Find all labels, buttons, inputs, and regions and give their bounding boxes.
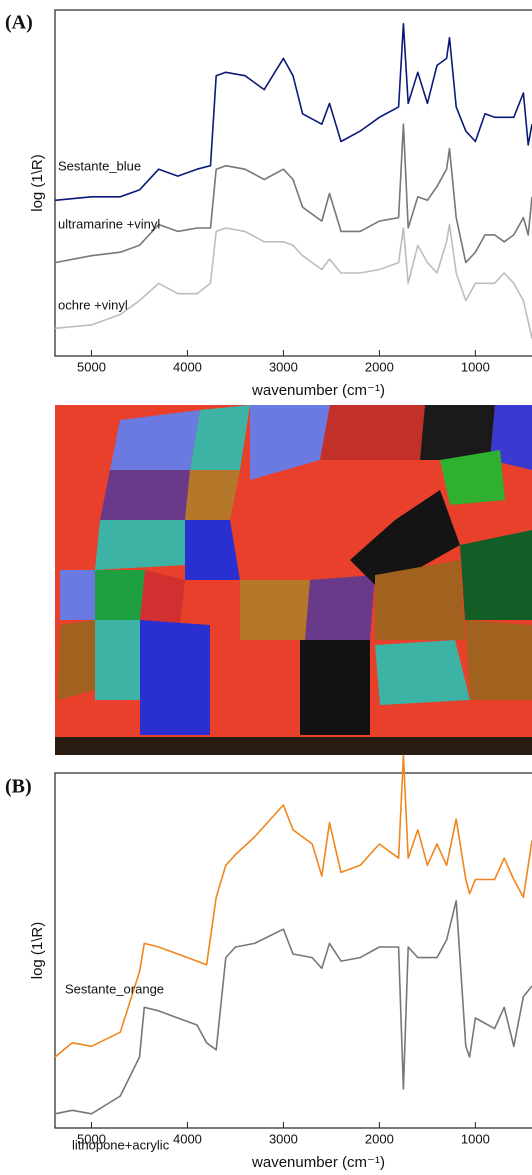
series-label: ultramarine +vinyl — [58, 216, 160, 231]
photo-frame-strip — [55, 737, 532, 755]
x-tick-label: 1000 — [461, 1131, 490, 1146]
x-tick-label: 5000 — [77, 359, 106, 374]
photo-patch — [140, 620, 210, 735]
photo-patch — [300, 640, 370, 735]
photo-patch — [305, 575, 375, 640]
photo-patch — [60, 570, 95, 620]
plot-frame — [55, 773, 532, 1128]
photo-patch — [95, 520, 185, 570]
series-label: Sestante_blue — [58, 158, 141, 173]
spectrum-line — [55, 24, 532, 201]
spectrum-line — [55, 901, 532, 1114]
panel-label: (A) — [5, 12, 33, 34]
figure: 5000 4000 3000 2000 1000 wavenumber (cm⁻¹) log… — [0, 0, 532, 1175]
x-tick-label: 3000 — [269, 359, 298, 374]
photo-patch — [95, 570, 145, 620]
x-tick-label: 3000 — [269, 1131, 298, 1146]
photo-patch — [460, 530, 532, 620]
spectrum-line — [55, 755, 532, 1057]
photo-patch — [320, 405, 425, 460]
photo-patch — [375, 640, 470, 705]
y-axis-label: log (1\R) — [29, 922, 46, 980]
spectrum-line — [55, 225, 532, 339]
series-label: Sestante_orange — [65, 981, 164, 996]
x-tick-label: 2000 — [365, 1131, 394, 1146]
photo-patch — [465, 620, 532, 700]
x-tick-label: 4000 — [173, 359, 202, 374]
photo — [55, 405, 532, 755]
panel-label: (B) — [5, 776, 32, 798]
photo-patch — [240, 580, 310, 640]
x-axis-label: wavenumber (cm⁻¹) — [251, 1154, 385, 1171]
y-axis-label: log (1\R) — [29, 154, 46, 212]
photo-patch — [95, 620, 140, 700]
x-tick-label: 1000 — [461, 359, 490, 374]
series-label: lithopone+acrylic — [72, 1137, 170, 1152]
series-label: ochre +vinyl — [58, 297, 128, 312]
photo-patch — [100, 470, 190, 520]
photo-patch — [420, 405, 495, 460]
photo-patch — [58, 620, 95, 700]
x-tick-label: 2000 — [365, 359, 394, 374]
x-axis-label: wavenumber (cm⁻¹) — [251, 382, 385, 399]
spectrum-line — [55, 124, 532, 262]
x-tick-label: 4000 — [173, 1131, 202, 1146]
